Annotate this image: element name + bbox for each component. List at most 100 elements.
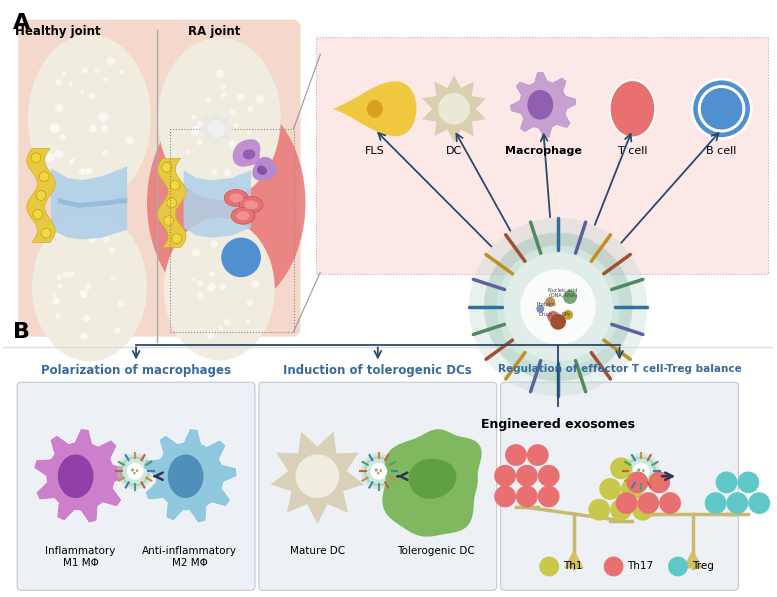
Circle shape (57, 283, 63, 288)
Ellipse shape (28, 35, 151, 203)
Circle shape (55, 313, 61, 319)
Circle shape (218, 326, 223, 331)
Circle shape (208, 282, 216, 290)
Circle shape (69, 160, 73, 164)
Circle shape (484, 233, 632, 381)
Circle shape (621, 478, 643, 500)
Ellipse shape (528, 90, 553, 119)
Circle shape (89, 124, 97, 132)
Circle shape (117, 300, 124, 307)
Circle shape (503, 253, 612, 361)
Text: DC: DC (446, 146, 462, 156)
Circle shape (527, 444, 549, 466)
Circle shape (701, 88, 742, 130)
Circle shape (633, 463, 650, 479)
Polygon shape (270, 432, 364, 524)
Circle shape (221, 238, 261, 277)
Circle shape (516, 485, 538, 507)
Text: Th1: Th1 (563, 562, 583, 571)
Circle shape (82, 67, 88, 73)
Circle shape (55, 104, 63, 112)
Circle shape (623, 453, 660, 490)
Circle shape (207, 119, 225, 137)
Circle shape (705, 492, 726, 514)
Circle shape (648, 472, 670, 493)
Circle shape (366, 458, 392, 484)
Ellipse shape (229, 193, 243, 202)
Circle shape (234, 267, 239, 272)
FancyArrowPatch shape (541, 134, 550, 217)
Circle shape (206, 285, 213, 292)
Circle shape (78, 168, 85, 176)
Circle shape (127, 463, 144, 479)
Ellipse shape (236, 211, 250, 220)
Circle shape (550, 314, 566, 330)
Circle shape (170, 180, 179, 190)
Polygon shape (183, 170, 251, 238)
Circle shape (469, 218, 647, 396)
Text: A: A (13, 13, 30, 33)
Circle shape (545, 297, 555, 307)
FancyArrowPatch shape (616, 347, 623, 358)
FancyArrowPatch shape (398, 473, 407, 480)
Text: Macrophage: Macrophage (505, 146, 582, 156)
Circle shape (234, 123, 239, 128)
Circle shape (106, 57, 115, 65)
Polygon shape (51, 166, 127, 239)
Circle shape (197, 139, 203, 146)
Circle shape (191, 278, 195, 281)
Polygon shape (409, 458, 456, 499)
Circle shape (668, 556, 688, 576)
Circle shape (117, 453, 153, 490)
Polygon shape (683, 549, 702, 568)
Circle shape (227, 260, 232, 264)
Polygon shape (257, 165, 267, 175)
Circle shape (230, 109, 235, 115)
Polygon shape (232, 139, 260, 167)
Circle shape (211, 241, 218, 248)
Circle shape (136, 469, 138, 472)
FancyArrowPatch shape (662, 473, 672, 480)
Circle shape (615, 492, 637, 514)
Polygon shape (333, 81, 416, 136)
Ellipse shape (611, 81, 654, 137)
Circle shape (57, 275, 62, 279)
Circle shape (547, 311, 559, 323)
Circle shape (54, 150, 63, 159)
Circle shape (99, 112, 108, 122)
Circle shape (247, 130, 251, 135)
Circle shape (637, 492, 659, 514)
Circle shape (214, 131, 221, 138)
Ellipse shape (239, 196, 263, 213)
Ellipse shape (147, 94, 305, 312)
Circle shape (80, 91, 85, 95)
Circle shape (692, 79, 751, 139)
Circle shape (379, 469, 382, 472)
Text: Treg: Treg (692, 562, 714, 571)
Circle shape (224, 319, 231, 326)
Circle shape (639, 472, 642, 475)
Circle shape (164, 216, 173, 226)
Circle shape (100, 125, 108, 132)
Text: Engineered exosomes: Engineered exosomes (481, 418, 635, 431)
Circle shape (111, 276, 116, 281)
Ellipse shape (609, 79, 656, 139)
Circle shape (197, 292, 204, 299)
Circle shape (110, 247, 116, 254)
Circle shape (52, 293, 57, 297)
Circle shape (207, 331, 214, 338)
Circle shape (626, 472, 648, 493)
Polygon shape (26, 149, 55, 242)
Circle shape (167, 198, 176, 208)
Text: Inflammatory
M1 MΦ: Inflammatory M1 MΦ (45, 546, 116, 568)
Ellipse shape (158, 38, 280, 200)
Polygon shape (382, 429, 482, 537)
Circle shape (63, 272, 68, 278)
Circle shape (80, 290, 88, 297)
Circle shape (375, 469, 378, 472)
Circle shape (737, 472, 759, 493)
Polygon shape (422, 75, 486, 143)
Circle shape (610, 499, 632, 521)
Text: Anti-inflammatory
M2 MΦ: Anti-inflammatory M2 MΦ (142, 546, 237, 568)
Circle shape (211, 169, 218, 176)
